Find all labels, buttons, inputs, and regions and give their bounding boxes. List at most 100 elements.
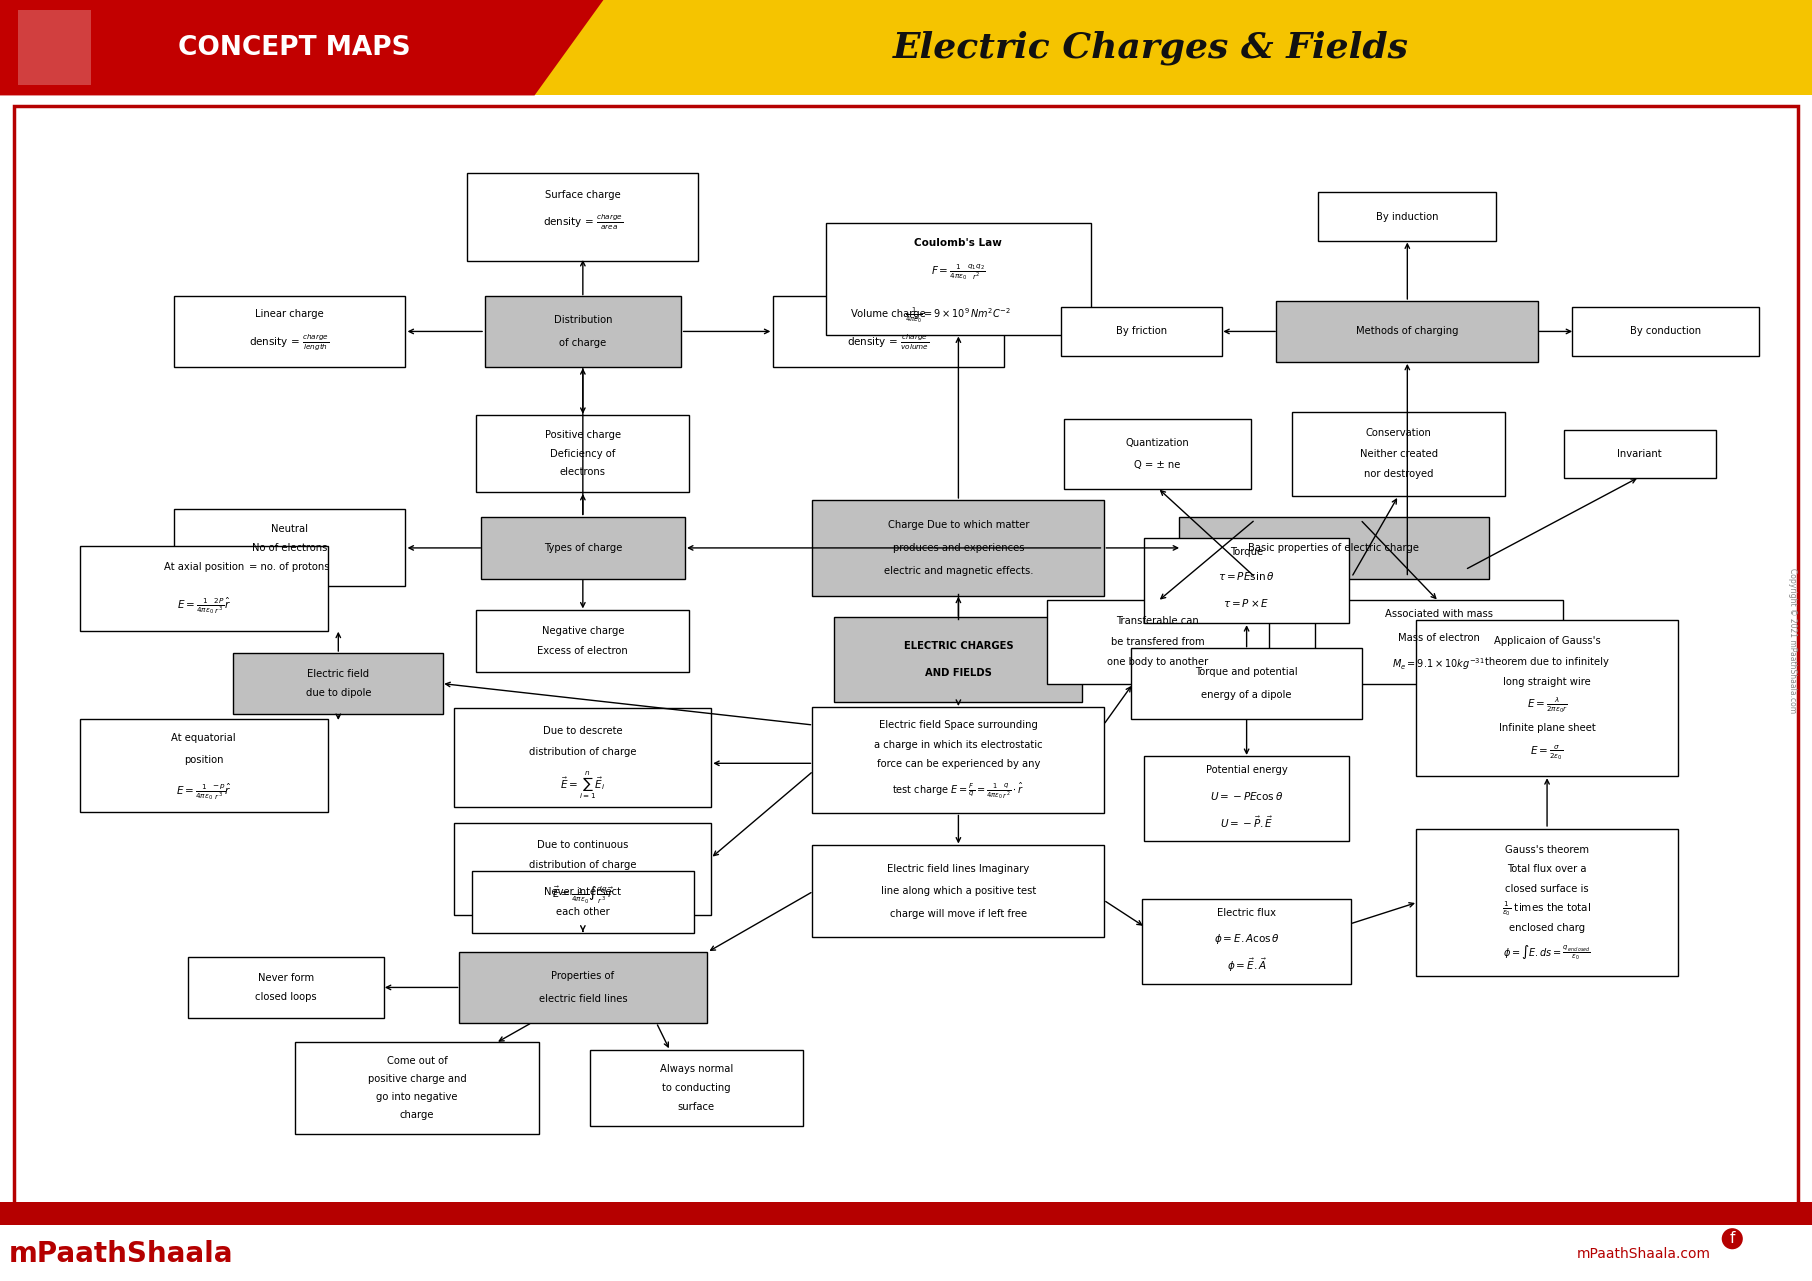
Text: No of electrons: No of electrons: [252, 543, 328, 553]
Text: Due to continuous: Due to continuous: [536, 840, 629, 851]
Text: $\phi = E.A\cos\theta$: $\phi = E.A\cos\theta$: [1214, 933, 1279, 947]
Text: to conducting: to conducting: [661, 1082, 730, 1093]
FancyBboxPatch shape: [812, 845, 1104, 938]
FancyBboxPatch shape: [234, 653, 444, 715]
FancyBboxPatch shape: [80, 546, 328, 630]
Text: enclosed charg: enclosed charg: [1509, 924, 1586, 934]
Bar: [14, 106, 1798, 1220]
Text: $U = -PE\cos\theta$: $U = -PE\cos\theta$: [1210, 790, 1283, 802]
Text: At equatorial: At equatorial: [172, 733, 236, 743]
Text: closed surface is: closed surface is: [1506, 884, 1589, 894]
FancyBboxPatch shape: [1064, 419, 1250, 489]
Text: Potential energy: Potential energy: [1205, 765, 1288, 775]
Text: nor destroyed: nor destroyed: [1364, 469, 1433, 479]
Text: energy of a dipole: energy of a dipole: [1201, 689, 1292, 699]
FancyBboxPatch shape: [486, 296, 681, 366]
FancyBboxPatch shape: [455, 824, 712, 916]
Text: Positive charge: Positive charge: [545, 430, 622, 441]
FancyBboxPatch shape: [1573, 307, 1759, 356]
Text: Neither created: Neither created: [1359, 448, 1437, 459]
Text: = no. of protons: = no. of protons: [248, 561, 330, 571]
Text: ELECTRIC CHARGES: ELECTRIC CHARGES: [904, 640, 1013, 651]
Text: $E = \frac{1}{4\pi\epsilon_0}\frac{2P}{r^3}\hat{r}$: $E = \frac{1}{4\pi\epsilon_0}\frac{2P}{r…: [178, 596, 230, 616]
Text: force can be experienced by any: force can be experienced by any: [877, 760, 1040, 770]
Text: density = $\frac{charge}{volume}$: density = $\frac{charge}{volume}$: [848, 333, 930, 352]
Text: Applicaion of Gauss's: Applicaion of Gauss's: [1493, 635, 1600, 646]
Text: $\tau = P\times E$: $\tau = P\times E$: [1223, 597, 1270, 608]
Text: mPaathShaala.com: mPaathShaala.com: [1576, 1248, 1711, 1261]
Text: Charge Due to which matter: Charge Due to which matter: [888, 520, 1029, 529]
Text: Torque and potential: Torque and potential: [1196, 667, 1297, 678]
Text: $M_e= 9.1\times 10kg^{-31}$: $M_e= 9.1\times 10kg^{-31}$: [1392, 656, 1486, 671]
Text: Gauss's theorem: Gauss's theorem: [1506, 844, 1589, 854]
Text: mPaathShaala: mPaathShaala: [9, 1240, 234, 1268]
Text: surface: surface: [678, 1102, 716, 1112]
Text: AND FIELDS: AND FIELDS: [924, 669, 991, 678]
FancyBboxPatch shape: [1047, 600, 1268, 684]
FancyBboxPatch shape: [1142, 899, 1352, 984]
Text: $E = \frac{1}{4\pi\epsilon_0}\frac{-p}{r^3}\hat{r}$: $E = \frac{1}{4\pi\epsilon_0}\frac{-p}{r…: [176, 781, 232, 802]
Text: theorem due to infinitely: theorem due to infinitely: [1486, 657, 1609, 666]
Text: Never intersect: Never intersect: [544, 888, 622, 897]
FancyBboxPatch shape: [812, 500, 1104, 596]
Text: Q = ± ne: Q = ± ne: [1134, 460, 1181, 470]
FancyBboxPatch shape: [1415, 620, 1678, 775]
FancyBboxPatch shape: [1292, 411, 1506, 496]
Text: $U = -\vec{P}.\vec{E}$: $U = -\vec{P}.\vec{E}$: [1219, 815, 1274, 830]
Text: one body to another: one body to another: [1107, 657, 1209, 667]
Text: long straight wire: long straight wire: [1504, 678, 1591, 688]
Text: Basic properties of electric charge: Basic properties of electric charge: [1248, 543, 1419, 553]
FancyBboxPatch shape: [1317, 192, 1497, 241]
Text: $\tau = PE\sin\theta$: $\tau = PE\sin\theta$: [1218, 570, 1276, 583]
Text: electrons: electrons: [560, 468, 605, 478]
FancyBboxPatch shape: [1564, 429, 1716, 478]
Text: $\frac{1}{\epsilon_0}$ times the total: $\frac{1}{\epsilon_0}$ times the total: [1502, 899, 1591, 918]
Text: $\frac{1}{4\pi\epsilon_0} = 9\times10^9\,Nm^2C^{-2}$: $\frac{1}{4\pi\epsilon_0} = 9\times10^9\…: [906, 305, 1011, 325]
Text: distribution of charge: distribution of charge: [529, 747, 636, 757]
Bar: [0, 0, 1812, 96]
FancyBboxPatch shape: [458, 952, 707, 1022]
Text: Electric field: Electric field: [308, 669, 370, 679]
Bar: [0, 1225, 1812, 1281]
Text: closed loops: closed loops: [255, 993, 317, 1002]
Text: a charge in which its electrostatic: a charge in which its electrostatic: [873, 739, 1042, 749]
Text: CONCEPT MAPS: CONCEPT MAPS: [178, 35, 410, 60]
Text: electric and magnetic effects.: electric and magnetic effects.: [884, 566, 1033, 576]
Text: Electric field lines Imaginary: Electric field lines Imaginary: [888, 863, 1029, 874]
Text: $F = \frac{1}{4\pi\epsilon_0}\frac{q_1q_2}{r^2}$: $F = \frac{1}{4\pi\epsilon_0}\frac{q_1q_…: [931, 263, 986, 282]
Text: Associated with mass: Associated with mass: [1384, 608, 1493, 619]
Text: Distribution: Distribution: [554, 315, 612, 325]
FancyBboxPatch shape: [1180, 518, 1489, 579]
FancyBboxPatch shape: [471, 871, 694, 933]
FancyBboxPatch shape: [480, 518, 685, 579]
Text: By conduction: By conduction: [1631, 327, 1701, 337]
Text: Always normal: Always normal: [660, 1065, 734, 1075]
FancyBboxPatch shape: [774, 296, 1004, 366]
Text: Linear charge: Linear charge: [255, 309, 324, 319]
Text: Total flux over a: Total flux over a: [1508, 865, 1587, 875]
FancyBboxPatch shape: [80, 720, 328, 812]
FancyBboxPatch shape: [295, 1041, 540, 1134]
Text: f: f: [1730, 1231, 1734, 1246]
FancyBboxPatch shape: [1062, 307, 1223, 356]
Text: due to dipole: due to dipole: [306, 688, 371, 698]
FancyBboxPatch shape: [188, 957, 384, 1018]
Text: Coulomb's Law: Coulomb's Law: [915, 238, 1002, 249]
Text: By friction: By friction: [1116, 327, 1167, 337]
Text: Come out of: Come out of: [386, 1056, 448, 1066]
Text: At axial position: At axial position: [163, 561, 245, 571]
FancyBboxPatch shape: [174, 510, 404, 587]
Text: positive charge and: positive charge and: [368, 1073, 466, 1084]
Text: of charge: of charge: [560, 338, 607, 347]
Text: Negative charge: Negative charge: [542, 626, 623, 635]
FancyBboxPatch shape: [589, 1049, 803, 1126]
Text: position: position: [185, 755, 223, 765]
Text: $\vec{E} = \frac{1}{4\pi\epsilon_0}\int\frac{dq}{r^3}\vec{r}$: $\vec{E} = \frac{1}{4\pi\epsilon_0}\int\…: [553, 885, 614, 906]
Text: Types of charge: Types of charge: [544, 543, 622, 553]
Text: Torque: Torque: [1230, 547, 1263, 557]
FancyBboxPatch shape: [467, 173, 698, 260]
Text: be transfered from: be transfered from: [1111, 637, 1205, 647]
FancyBboxPatch shape: [477, 610, 689, 671]
FancyBboxPatch shape: [1316, 600, 1562, 684]
Text: density = $\frac{charge}{length}$: density = $\frac{charge}{length}$: [250, 332, 330, 352]
